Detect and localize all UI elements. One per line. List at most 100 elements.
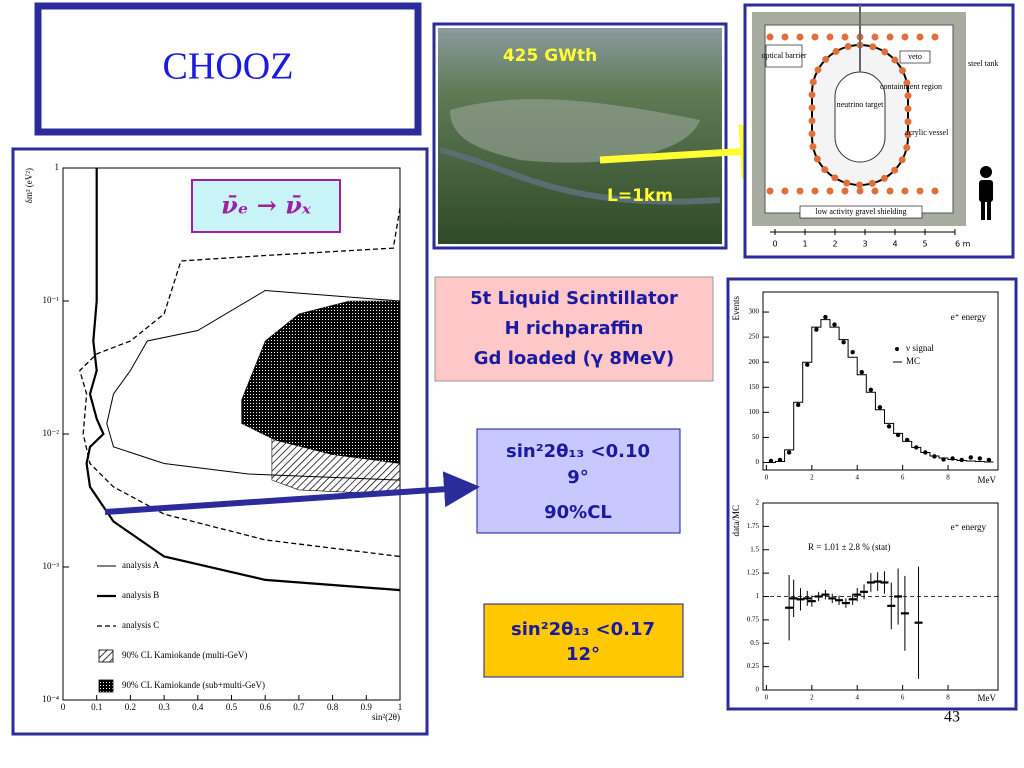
scale-label: 4 xyxy=(892,240,897,249)
detector-label: veto xyxy=(908,52,922,61)
contour-line xyxy=(79,207,401,558)
x-tick-label: 6 xyxy=(901,694,905,702)
annotation: e⁺ energy xyxy=(951,312,987,322)
detector-label: neutrino target xyxy=(837,100,885,109)
scale-label: 0 xyxy=(772,240,777,249)
data-point xyxy=(968,455,973,460)
data-point xyxy=(950,456,955,461)
photo-site xyxy=(450,99,700,163)
distance-label: L=1km xyxy=(607,186,673,206)
y-tick-label: 1 xyxy=(756,592,760,600)
x-tick-label: 0.2 xyxy=(125,702,136,712)
limit-line: sin²2θ₁₃ <0.10 xyxy=(506,441,650,462)
spectrum-frame xyxy=(726,277,1018,711)
data-point xyxy=(859,370,864,375)
detector-label: optical barrier xyxy=(761,51,806,60)
y-tick-label: 2 xyxy=(756,499,760,507)
scale-label: 3 xyxy=(862,240,867,249)
x-tick-label: 4 xyxy=(855,474,859,482)
mc-histogram xyxy=(766,319,994,463)
x-axis-label: MeV xyxy=(978,475,997,485)
scale-label: 2 xyxy=(832,240,837,249)
x-tick-label: 8 xyxy=(946,694,950,702)
data-point xyxy=(814,327,819,332)
y-tick-label: 10⁻² xyxy=(43,428,60,438)
x-tick-label: 2 xyxy=(810,694,814,702)
reaction-box xyxy=(191,179,341,233)
info-box xyxy=(434,276,714,382)
contour-line xyxy=(85,168,401,592)
scale: 0 1 2 3 4 5 6 m xyxy=(772,229,971,249)
kamiokande-region xyxy=(241,300,401,464)
y-tick-label: 50 xyxy=(752,433,760,441)
label-box xyxy=(799,205,923,219)
y-tick-label: 0 xyxy=(756,458,760,466)
legend-label: MC xyxy=(906,356,920,366)
x-tick-label: 1 xyxy=(398,702,403,712)
scale-label: 5 xyxy=(922,240,927,249)
distance-arrow xyxy=(599,123,796,180)
limit-line: 12° xyxy=(566,644,600,665)
pointer-arrow xyxy=(104,471,480,515)
detector-label: acrylic vessel xyxy=(905,128,949,137)
limit-box xyxy=(476,428,681,534)
y-tick-label: 200 xyxy=(749,358,760,366)
limit-line: 90%CL xyxy=(544,502,612,523)
x-tick-label: 4 xyxy=(855,694,859,702)
y-tick-label: 10⁻³ xyxy=(43,561,60,571)
detector-label: steel tank xyxy=(968,59,998,68)
x-tick-label: 0 xyxy=(61,702,66,712)
y-tick-label: 250 xyxy=(749,333,760,341)
photo-river xyxy=(439,147,721,205)
title-box xyxy=(34,2,422,136)
data-point xyxy=(877,405,883,410)
slide-title: CHOOZ xyxy=(163,46,294,88)
y-tick-label: 1.5 xyxy=(750,545,759,553)
y-axis-label: data/MC xyxy=(731,505,741,537)
data-point xyxy=(977,456,983,461)
data-point xyxy=(868,387,874,392)
contour-line xyxy=(106,289,401,481)
data-point xyxy=(850,349,855,355)
x-tick-label: 8 xyxy=(946,474,950,482)
data-point xyxy=(886,424,892,429)
info-line: 5t Liquid Scintillator xyxy=(470,288,678,309)
legend-label: analysis A xyxy=(122,560,160,570)
x-tick-label: 0.8 xyxy=(327,702,339,712)
legend-label: analysis C xyxy=(122,620,159,630)
legend-swatch xyxy=(895,347,899,351)
y-tick-label: 1.25 xyxy=(747,569,760,577)
formula: R = 1.01 ± 2.8 % (stat) xyxy=(808,542,891,552)
limit-line: 9° xyxy=(567,467,589,488)
y-tick-label: 10⁻⁴ xyxy=(42,694,59,704)
legend-label: 90% CL Kamiokande (multi-GeV) xyxy=(122,650,247,660)
info-line: Gd loaded (γ 8MeV) xyxy=(474,348,674,369)
power-label: 425 GWth xyxy=(503,46,597,66)
y-axis-label: δm² (eV²) xyxy=(24,168,34,203)
legend-label: analysis B xyxy=(122,590,159,600)
reaction: ν̄ₑ → ν̄ₓ xyxy=(221,191,312,220)
data-point xyxy=(786,450,792,455)
label-box xyxy=(899,50,931,64)
data-point xyxy=(841,339,846,345)
detector-label: containment region xyxy=(880,82,942,91)
y-tick-label: 0.5 xyxy=(750,639,759,647)
plots: 0 0.1 0.2 0.3 0.4 0.5 0.6 0.7 0.8 0.9 1 10⁻⁴ 10⁻³ 10⁻… xyxy=(24,162,999,722)
x-tick-label: 0 xyxy=(765,474,769,482)
y-tick-label: 10⁻¹ xyxy=(43,295,60,305)
data-point xyxy=(832,322,837,327)
legend-label: ν signal xyxy=(906,343,934,353)
data-point xyxy=(823,314,828,320)
x-tick-label: 0.7 xyxy=(293,702,305,712)
slide-number: 43 xyxy=(944,709,960,726)
y-tick-label: 0 xyxy=(756,686,760,694)
y-tick-label: 0.75 xyxy=(747,615,760,623)
legend-swatch xyxy=(98,679,114,693)
limit-line: sin²2θ₁₃ <0.17 xyxy=(511,619,655,640)
annotation: e⁺ energy xyxy=(951,522,987,532)
y-tick-label: 300 xyxy=(749,308,760,316)
x-tick-label: 0.4 xyxy=(192,702,204,712)
scale-label: 1 xyxy=(802,240,807,249)
